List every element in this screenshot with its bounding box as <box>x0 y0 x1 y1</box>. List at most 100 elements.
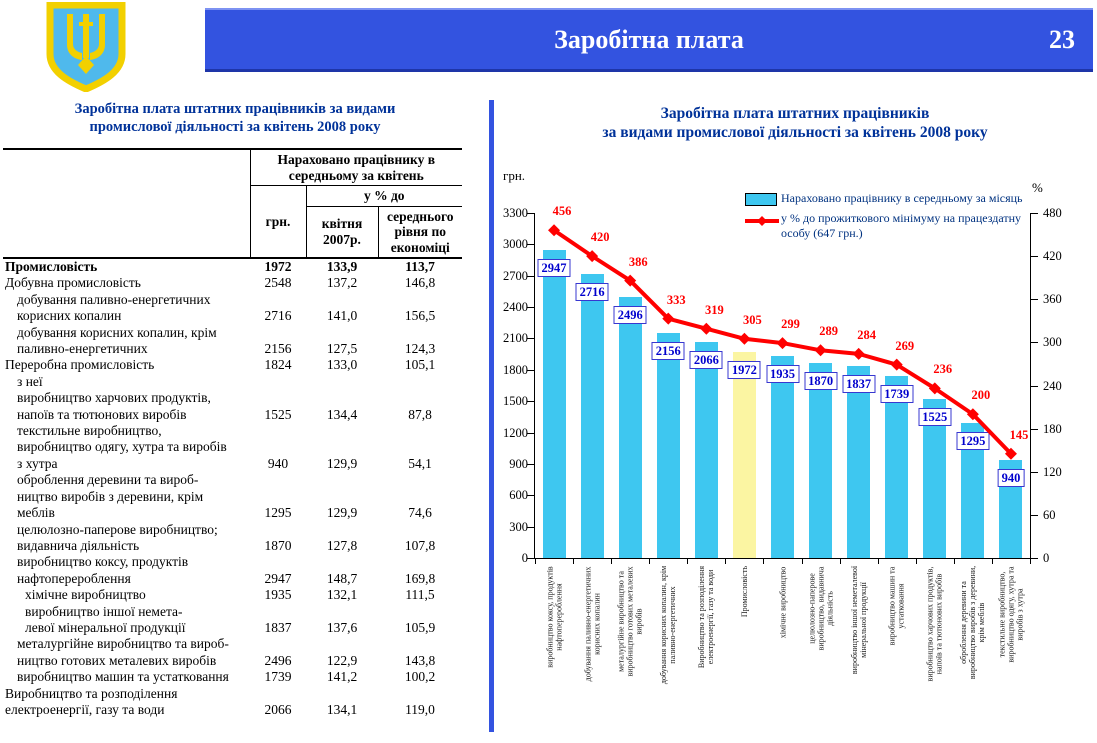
x-axis-tick <box>839 558 841 564</box>
cell-pct-2007: 122,9 <box>326 652 358 668</box>
line-value-label: 305 <box>743 312 762 327</box>
cell-pct-2007 <box>306 374 378 390</box>
bar-value-label: 2716 <box>575 283 609 302</box>
x-axis-tick <box>687 558 689 564</box>
bar-value-label: 1295 <box>956 431 990 450</box>
cell-uah: 1972 <box>264 259 292 274</box>
wage-table-body: Промисловість 1972 133,9 113,7 Добувна проми… <box>3 258 462 718</box>
y-axis-tick-label: 600 <box>509 488 528 503</box>
table-row: добування паливно-енергетичних корисних … <box>3 292 462 325</box>
y-axis-tick-label: 3300 <box>503 206 528 220</box>
right-axis-tick-label: 60 <box>1043 507 1056 522</box>
line-value-label: 333 <box>666 292 686 307</box>
line-value-label: 236 <box>933 362 953 377</box>
left-axis-tick <box>527 526 534 528</box>
row-label: з неї <box>17 373 43 389</box>
cell-uah: 2066 <box>264 701 292 717</box>
wage-table: Нараховано працівнику в середньому за кв… <box>3 148 463 718</box>
x-axis-category-label: целюлозно-паперове виробництво, видавнич… <box>806 566 834 650</box>
y-axis-tick-label: 1500 <box>503 394 528 409</box>
cell-pct-2007: 141,2 <box>326 669 358 685</box>
bar <box>961 422 985 558</box>
row-label: виробництво машин та устатковання <box>17 669 229 685</box>
bar <box>923 398 947 558</box>
x-axis-tick <box>725 558 727 564</box>
bar-value-label: 2496 <box>613 306 647 325</box>
legend-item-bar: Нараховано працівнику в середньому за мі… <box>745 191 1037 206</box>
cell-pct-2007: 137,2 <box>326 275 358 291</box>
cell-pct-avg: 119,0 <box>405 701 435 717</box>
x-axis-category-label: виробництво машин та устатковання <box>887 566 906 645</box>
right-axis-tick-label: 120 <box>1043 464 1062 479</box>
cell-pct-2007: 148,7 <box>326 570 358 586</box>
cell-pct-avg: 100,2 <box>404 669 436 685</box>
x-axis-tick <box>915 558 917 564</box>
cell-uah: 1935 <box>264 587 292 603</box>
table-row: виробництво коксу, продуктів нафтопереро… <box>3 554 462 587</box>
right-axis-tick <box>1031 299 1038 301</box>
row-label: виробництво коксу, продуктів нафтопереро… <box>17 554 189 586</box>
cell-pct-2007: 134,4 <box>326 406 358 422</box>
row-label: виробництво іншої немета- левої мінераль… <box>25 603 186 635</box>
bar-value-label: 1525 <box>918 407 952 426</box>
ukraine-coat-of-arms-icon <box>36 1 136 93</box>
legend-line-label: у % до прожиткового мінімуму на працезда… <box>781 211 1022 240</box>
left-axis-tick <box>527 213 534 214</box>
right-axis-tick-label: 480 <box>1043 206 1062 220</box>
cell-uah: 1837 <box>264 619 292 635</box>
trident-glyph <box>67 14 105 74</box>
bar-value-label: 2947 <box>537 258 571 277</box>
y-axis-tick-label: 300 <box>509 519 528 534</box>
cell-pct-avg: 54,1 <box>408 455 432 471</box>
line-marker <box>662 312 675 325</box>
table-row: металургійне виробництво та вироб- ництв… <box>3 636 462 669</box>
trend-line <box>548 224 1017 460</box>
cell-pct-avg: 87,8 <box>408 406 432 422</box>
table-row: Переробна промисловість 1824 133,0 105,1 <box>3 357 462 373</box>
line-marker <box>624 274 637 287</box>
right-axis-tick <box>1031 428 1038 430</box>
x-axis-category-label: добування корисних копалин, крім паливно… <box>659 565 678 685</box>
cell-pct-2007: 141,0 <box>326 308 358 324</box>
cell-uah: 2716 <box>264 308 292 324</box>
right-axis-tick-label: 300 <box>1043 335 1062 350</box>
y-axis-tick-label: 3000 <box>503 237 528 252</box>
table-row: Добувна промисловість 2548 137,2 146,8 <box>3 275 462 291</box>
cell-uah: 1295 <box>264 505 292 521</box>
x-axis-tick <box>611 558 613 564</box>
bar <box>694 342 718 558</box>
y-axis-tick-label: 0 <box>521 551 528 565</box>
col-pct-avg-header: середнього рівня по економіці <box>377 206 463 259</box>
cell-pct-2007: 129,9 <box>326 455 358 471</box>
page-title: Заробітна плата <box>554 24 744 54</box>
right-axis-tick <box>1031 342 1038 344</box>
cell-pct-avg: 143,8 <box>404 652 436 668</box>
chart-legend: Нараховано працівнику в середньому за мі… <box>745 191 1037 245</box>
line-marker <box>852 347 865 360</box>
cell-uah: 2156 <box>264 341 292 357</box>
line-value-label: 284 <box>857 327 877 342</box>
table-row: добування корисних копалин, крім паливно… <box>3 325 462 358</box>
table-row: оброблення деревини та вироб- ництво вир… <box>3 472 462 521</box>
line-marker <box>928 382 941 395</box>
cell-pct-avg: 107,8 <box>404 537 436 553</box>
x-axis-category-label: Промисловість <box>740 565 750 618</box>
left-axis-tick <box>527 558 534 559</box>
page-number: 23 <box>1049 24 1075 54</box>
cell-pct-2007: 132,1 <box>326 587 358 603</box>
legend-item-line: у % до прожиткового мінімуму на працезда… <box>745 211 1037 240</box>
table-row: виробництво харчових продуктів, напоїв т… <box>3 390 462 423</box>
legend-bar-swatch-icon <box>745 193 777 206</box>
line-marker <box>776 337 789 350</box>
right-axis-tick <box>1031 213 1038 214</box>
bar <box>618 297 642 558</box>
right-axis-line <box>1030 213 1031 558</box>
left-axis-tick <box>527 338 534 340</box>
cell-uah <box>250 374 306 390</box>
x-axis-category-label: добування паливно-енергетичних корисних … <box>582 566 601 681</box>
cell-uah: 2496 <box>264 652 292 668</box>
line-value-label: 299 <box>781 317 800 332</box>
chart-title: Заробітна плата штатних працівників за в… <box>602 105 988 141</box>
x-axis-tick <box>649 558 651 564</box>
